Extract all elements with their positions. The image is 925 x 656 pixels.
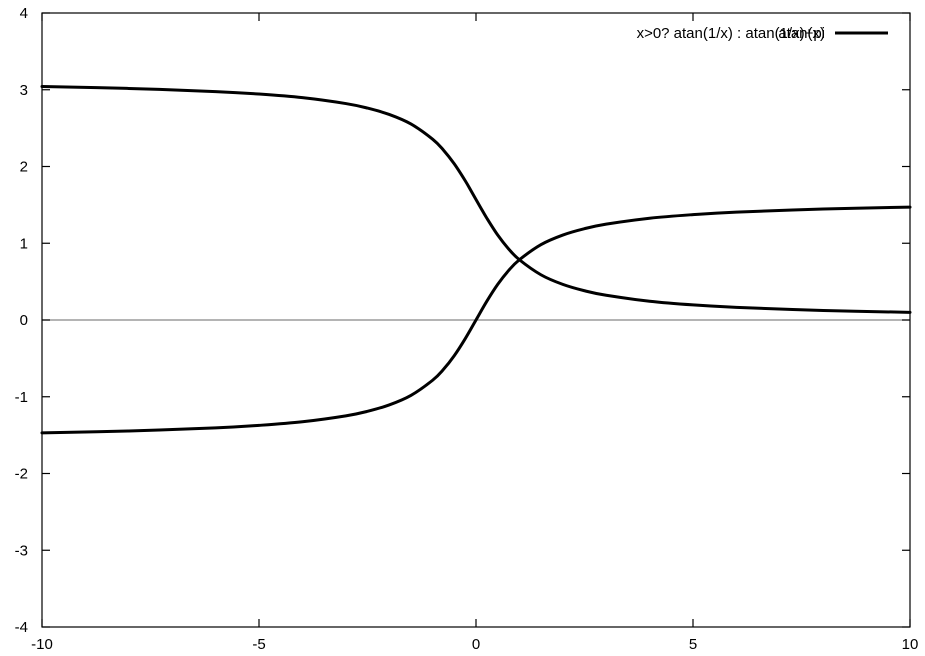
series-line-1 (40, 205, 912, 435)
series-line-0 (40, 85, 912, 314)
y-tick-label: -3 (15, 542, 28, 559)
y-tick-label: -2 (15, 466, 28, 483)
legend-label-0: x>0? atan(1/x) : atan(1/x)+pi (637, 25, 825, 42)
x-tick-label: 10 (902, 636, 919, 653)
y-tick-label: 2 (20, 159, 28, 176)
x-tick-label: -5 (252, 636, 265, 653)
y-tick-label: 1 (20, 235, 28, 252)
legend-label-1: atan(x) (778, 25, 825, 42)
y-tick-label: 3 (20, 82, 28, 99)
x-tick-label: 5 (689, 636, 697, 653)
x-tick-label: -10 (31, 636, 53, 653)
y-tick-label: -1 (15, 389, 28, 406)
x-tick-label: 0 (472, 636, 480, 653)
y-tick-label: -4 (15, 619, 28, 636)
y-tick-label: 4 (20, 5, 28, 22)
y-tick-label: 0 (20, 312, 28, 329)
